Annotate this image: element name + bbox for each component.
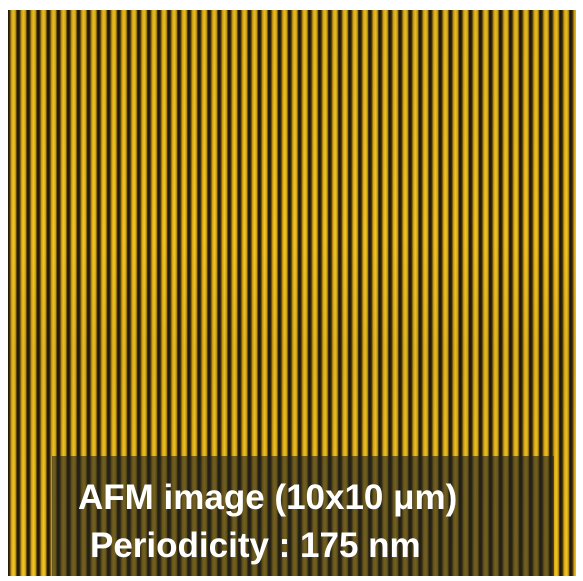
caption-title: AFM image (10x10 μm) — [78, 478, 457, 518]
caption-periodicity: Periodicity : 175 nm — [90, 526, 421, 566]
page: AFM image (10x10 μm) Periodicity : 175 n… — [0, 0, 583, 581]
